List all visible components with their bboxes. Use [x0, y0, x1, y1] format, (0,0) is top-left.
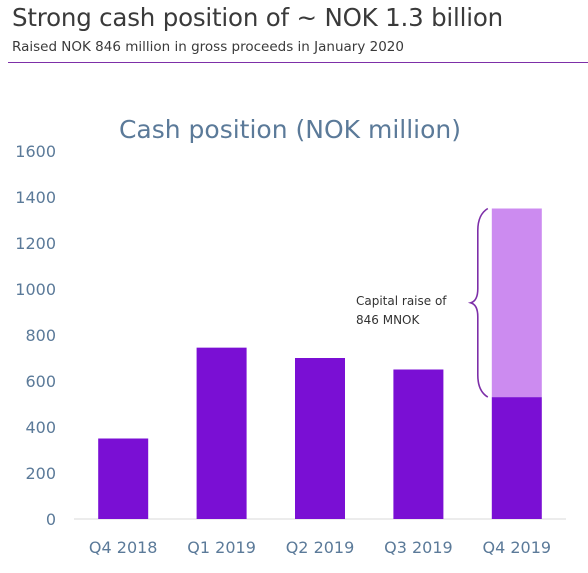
- y-tick-label: 1200: [15, 234, 56, 253]
- x-axis-tick-labels: Q4 2018 Q1 2019 Q2 2019 Q3 2019 Q4 2019: [89, 538, 551, 557]
- x-tick-label: Q3 2019: [384, 538, 453, 557]
- y-tick-label: 0: [46, 510, 56, 529]
- y-tick-label: 600: [25, 372, 56, 391]
- header-divider: [8, 62, 588, 63]
- y-tick-label: 200: [25, 464, 56, 483]
- annotation-line-2: 846 MNOK: [356, 313, 420, 327]
- y-axis-tick-labels: 0 200 400 600 800 1000 1200 1400 1600: [15, 142, 56, 529]
- x-tick-label: Q4 2018: [89, 538, 158, 557]
- y-tick-label: 400: [25, 418, 56, 437]
- annotation-line-1: Capital raise of: [356, 294, 447, 308]
- y-tick-label: 800: [25, 326, 56, 345]
- bar: [295, 358, 345, 519]
- bar: [98, 438, 149, 519]
- y-tick-label: 1400: [15, 188, 56, 207]
- page-title: Strong cash position of ~ NOK 1.3 billio…: [12, 3, 503, 32]
- bar: [393, 369, 444, 519]
- chart-title: Cash position (NOK million): [119, 115, 461, 144]
- x-tick-label: Q4 2019: [483, 538, 552, 557]
- bar: [491, 397, 542, 519]
- page-subtitle: Raised NOK 846 million in gross proceeds…: [12, 39, 404, 55]
- bar: [196, 347, 247, 519]
- capital-raise-annotation: Capital raise of 846 MNOK: [356, 294, 450, 327]
- bars: [98, 208, 542, 519]
- y-tick-label: 1000: [15, 280, 56, 299]
- x-tick-label: Q1 2019: [187, 538, 256, 557]
- y-tick-label: 1600: [15, 142, 56, 161]
- capital-raise-bar: [491, 208, 542, 398]
- x-tick-label: Q2 2019: [286, 538, 355, 557]
- capital-raise-bracket: [467, 207, 489, 398]
